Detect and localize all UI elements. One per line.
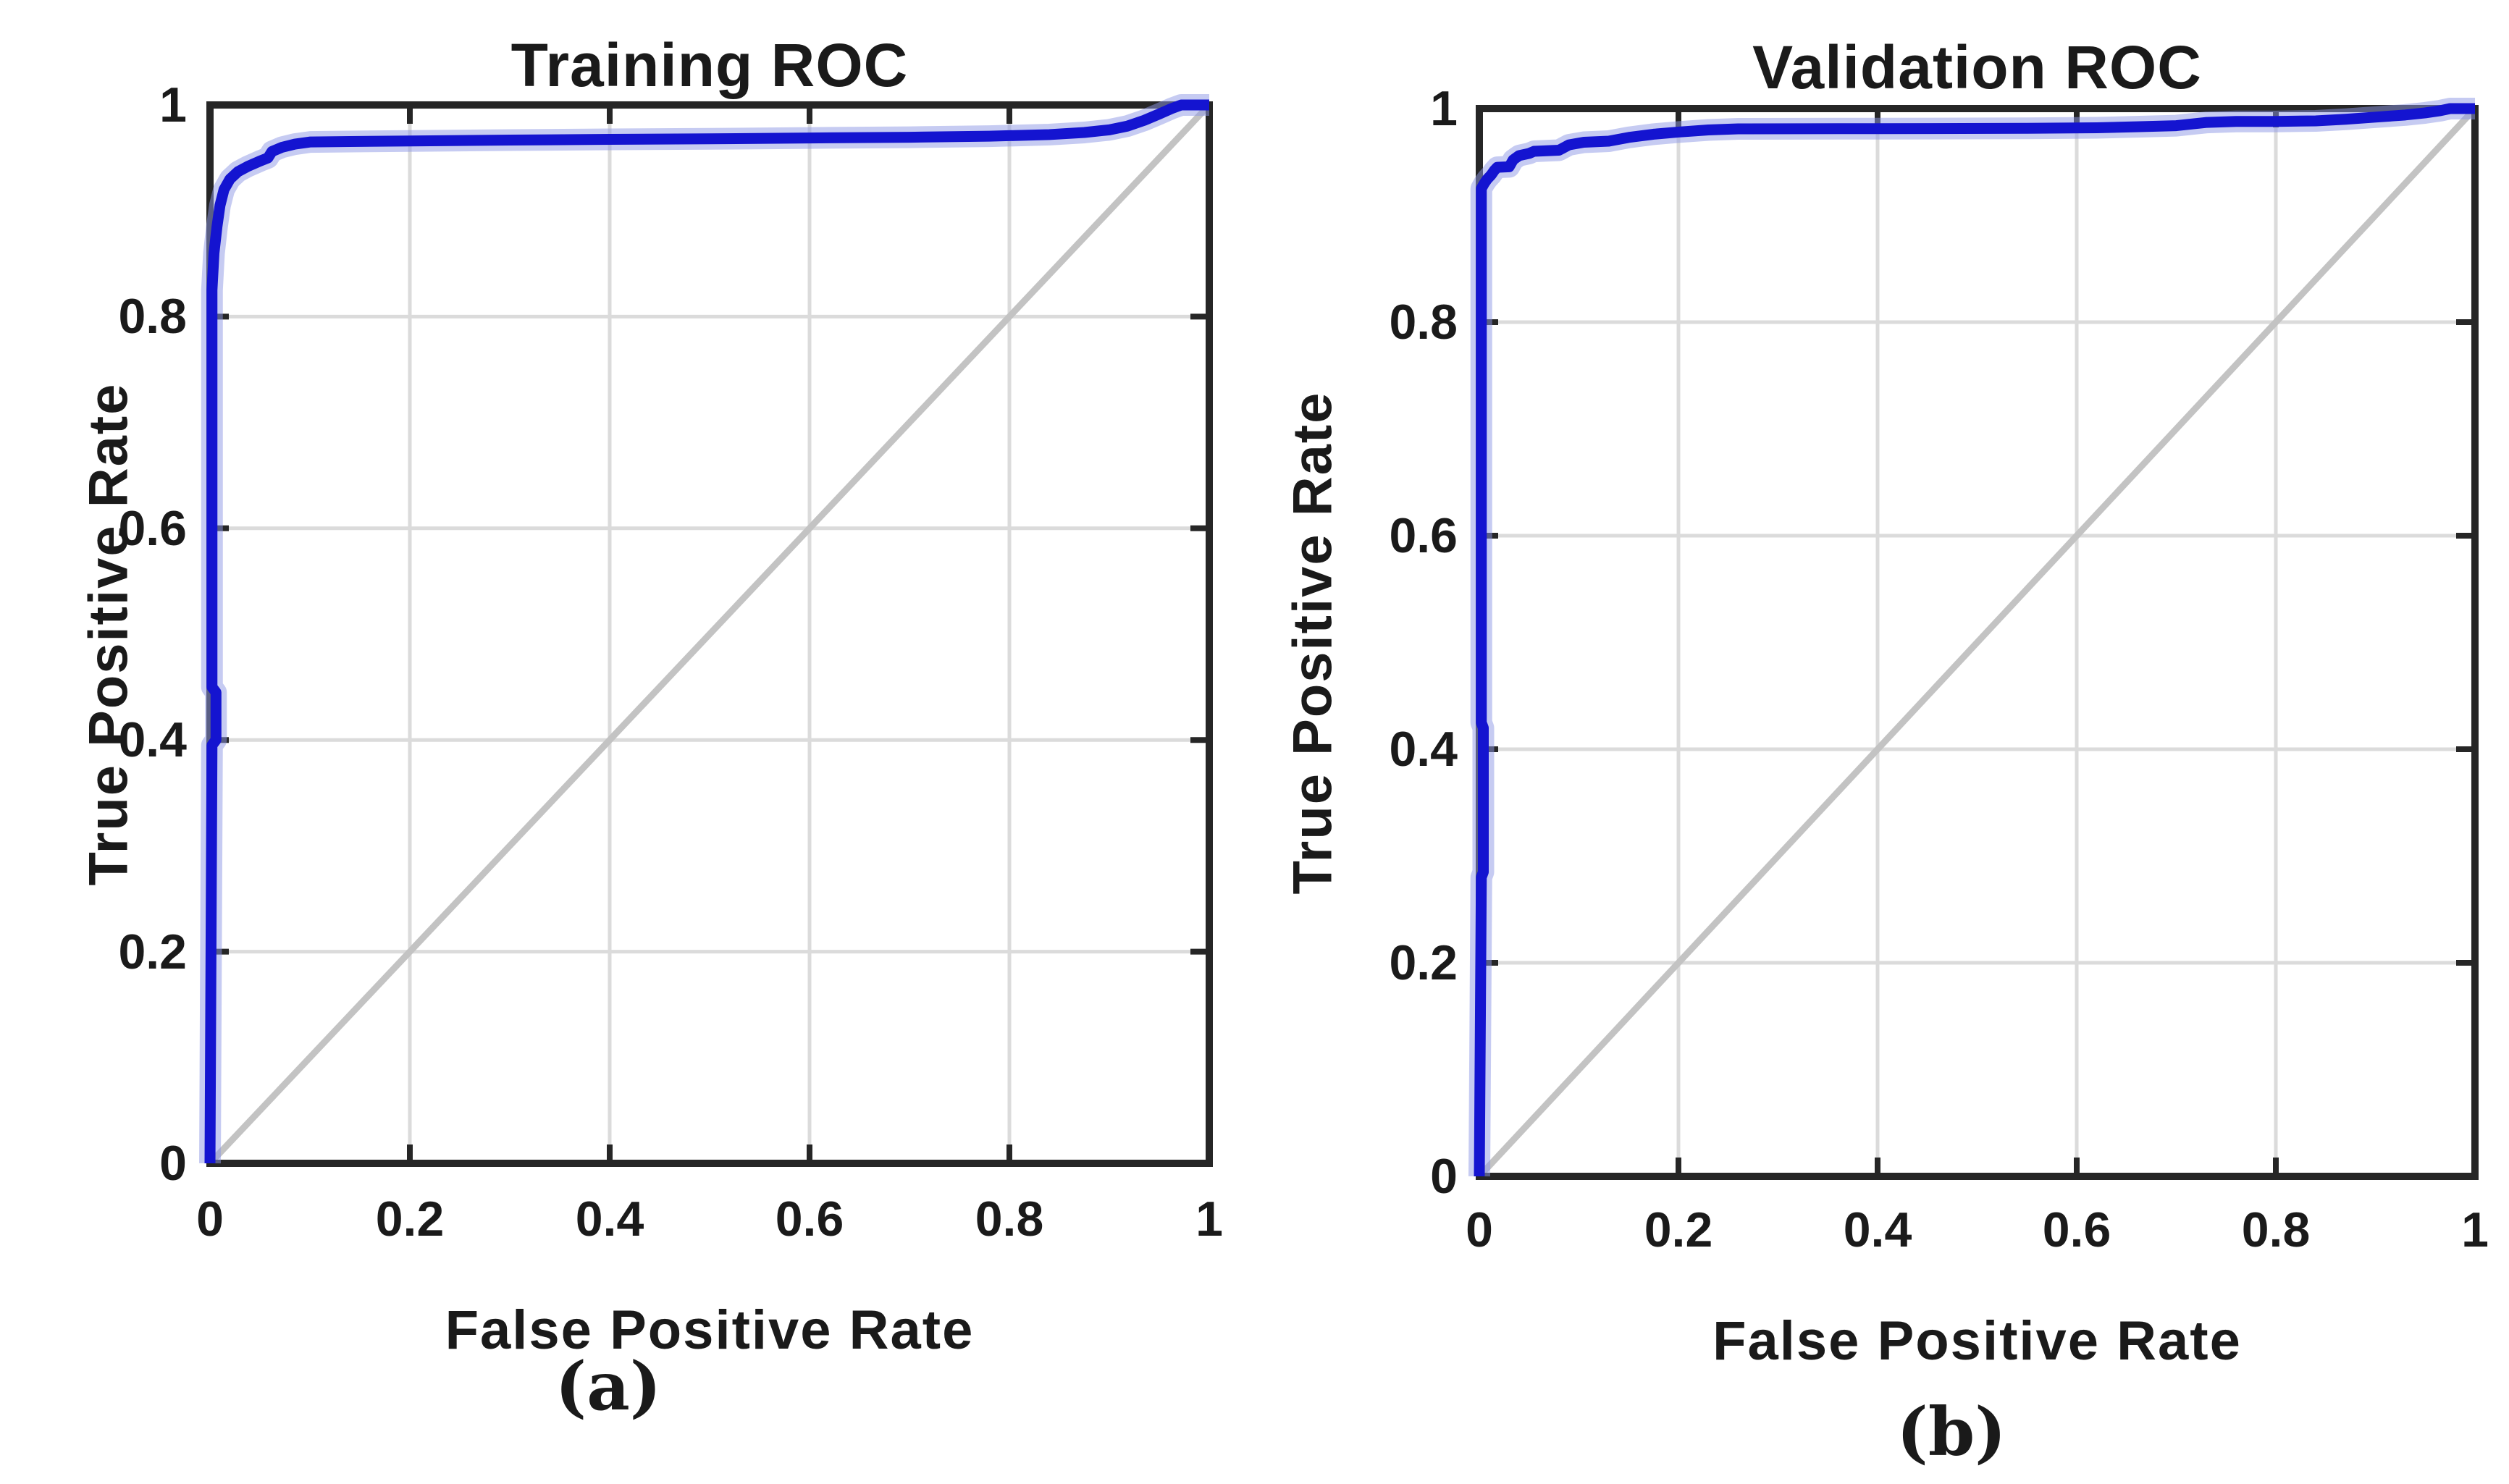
- y-tick-label: 0.4: [118, 712, 187, 768]
- x-tick-label: 0.4: [1843, 1202, 1912, 1257]
- y-tick-label: 1: [159, 77, 187, 132]
- x-tick-label: 0: [196, 1192, 224, 1247]
- training-y-tick-labels: 0 0.2 0.4 0.6 0.8 1: [0, 0, 187, 1484]
- x-tick-label: 0.4: [575, 1192, 644, 1247]
- x-tick-label: 0.2: [375, 1192, 445, 1247]
- chance-diagonal-line: [1476, 106, 2478, 1179]
- roc-curve: [204, 99, 1209, 1164]
- y-tick-label: 0.8: [1389, 295, 1458, 350]
- training-caption: (a): [555, 1347, 662, 1425]
- x-tick-label: 0.2: [1644, 1202, 1713, 1257]
- training-plot-title: Training ROC: [510, 31, 909, 99]
- y-tick-label: 0.6: [1389, 508, 1458, 563]
- x-tick-label: 1: [2461, 1202, 2489, 1257]
- y-tick-label: 0.8: [118, 289, 187, 345]
- x-tick-label: 0.6: [2042, 1202, 2111, 1257]
- validation-roc-plot: [1468, 98, 2479, 1180]
- y-tick-label: 0: [1430, 1149, 1458, 1204]
- y-tick-label: 0.2: [1389, 935, 1458, 990]
- y-tick-label: 0.6: [118, 500, 187, 556]
- y-tick-label: 1: [1430, 81, 1458, 136]
- validation-x-axis-label: False Positive Rate: [1712, 1310, 2242, 1372]
- y-tick-label: 0.4: [1389, 722, 1458, 777]
- y-tick-label: 0: [159, 1136, 187, 1191]
- validation-caption: (b): [1896, 1393, 2006, 1471]
- x-tick-label: 0.8: [975, 1192, 1044, 1247]
- validation-y-tick-labels: 0 0.2 0.4 0.6 0.8 1: [1389, 81, 1458, 1204]
- x-tick-label: 0.6: [775, 1192, 844, 1247]
- training-x-axis-label: False Positive Rate: [445, 1299, 975, 1361]
- validation-plot-title: Validation ROC: [1752, 33, 2202, 101]
- roc-curve: [1474, 103, 2475, 1177]
- chance-diagonal-line: [207, 102, 1212, 1166]
- x-tick-label: 0.8: [2241, 1202, 2311, 1257]
- training-roc-plot: [199, 94, 1213, 1167]
- x-tick-label: 0: [1466, 1202, 1493, 1257]
- x-tick-label: 1: [1195, 1192, 1223, 1247]
- y-tick-label: 0.2: [118, 924, 187, 979]
